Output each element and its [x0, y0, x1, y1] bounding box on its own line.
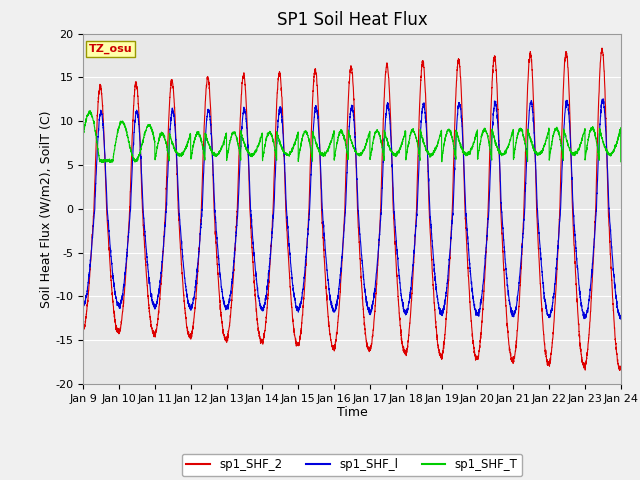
Text: TZ_osu: TZ_osu — [88, 44, 132, 54]
sp1_SHF_T — [443, 131, 451, 137]
Y-axis label: Soil Heat Flux (W/m2), SoilT (C): Soil Heat Flux (W/m2), SoilT (C) — [40, 110, 52, 308]
sp1_SHF_2 — [332, 339, 340, 345]
sp1_SHF_l — [503, 276, 511, 281]
sp1_SHF_l — [176, 216, 184, 222]
sp1_SHF_l — [617, 316, 625, 322]
sp1_SHF_2 — [472, 353, 480, 359]
sp1_SHF_T — [176, 152, 184, 158]
sp1_SHF_2 — [617, 365, 625, 371]
sp1_SHF_2 — [176, 235, 184, 240]
sp1_SHF_2 — [616, 364, 624, 370]
sp1_SHF_T — [617, 159, 625, 165]
Line: sp1_SHF_l: sp1_SHF_l — [83, 99, 621, 319]
sp1_SHF_l — [616, 316, 624, 322]
sp1_SHF_l — [79, 302, 87, 308]
Line: sp1_SHF_T: sp1_SHF_T — [83, 111, 621, 162]
sp1_SHF_T — [503, 146, 511, 152]
sp1_SHF_l — [443, 288, 451, 294]
sp1_SHF_2 — [616, 368, 623, 373]
sp1_SHF_T — [473, 130, 481, 136]
sp1_SHF_T — [79, 130, 87, 136]
Legend: sp1_SHF_2, sp1_SHF_l, sp1_SHF_T: sp1_SHF_2, sp1_SHF_l, sp1_SHF_T — [182, 454, 522, 476]
Line: sp1_SHF_2: sp1_SHF_2 — [83, 48, 621, 371]
sp1_SHF_2 — [598, 45, 606, 51]
sp1_SHF_2 — [443, 310, 451, 315]
sp1_SHF_T — [332, 146, 340, 152]
sp1_SHF_l — [617, 315, 625, 321]
X-axis label: Time: Time — [337, 407, 367, 420]
sp1_SHF_T — [616, 128, 624, 134]
sp1_SHF_T — [98, 159, 106, 165]
sp1_SHF_l — [332, 306, 340, 312]
sp1_SHF_l — [472, 308, 480, 313]
sp1_SHF_2 — [503, 316, 511, 322]
sp1_SHF_l — [600, 96, 607, 102]
sp1_SHF_2 — [79, 327, 87, 333]
Title: SP1 Soil Heat Flux: SP1 Soil Heat Flux — [276, 11, 428, 29]
sp1_SHF_T — [86, 108, 94, 114]
